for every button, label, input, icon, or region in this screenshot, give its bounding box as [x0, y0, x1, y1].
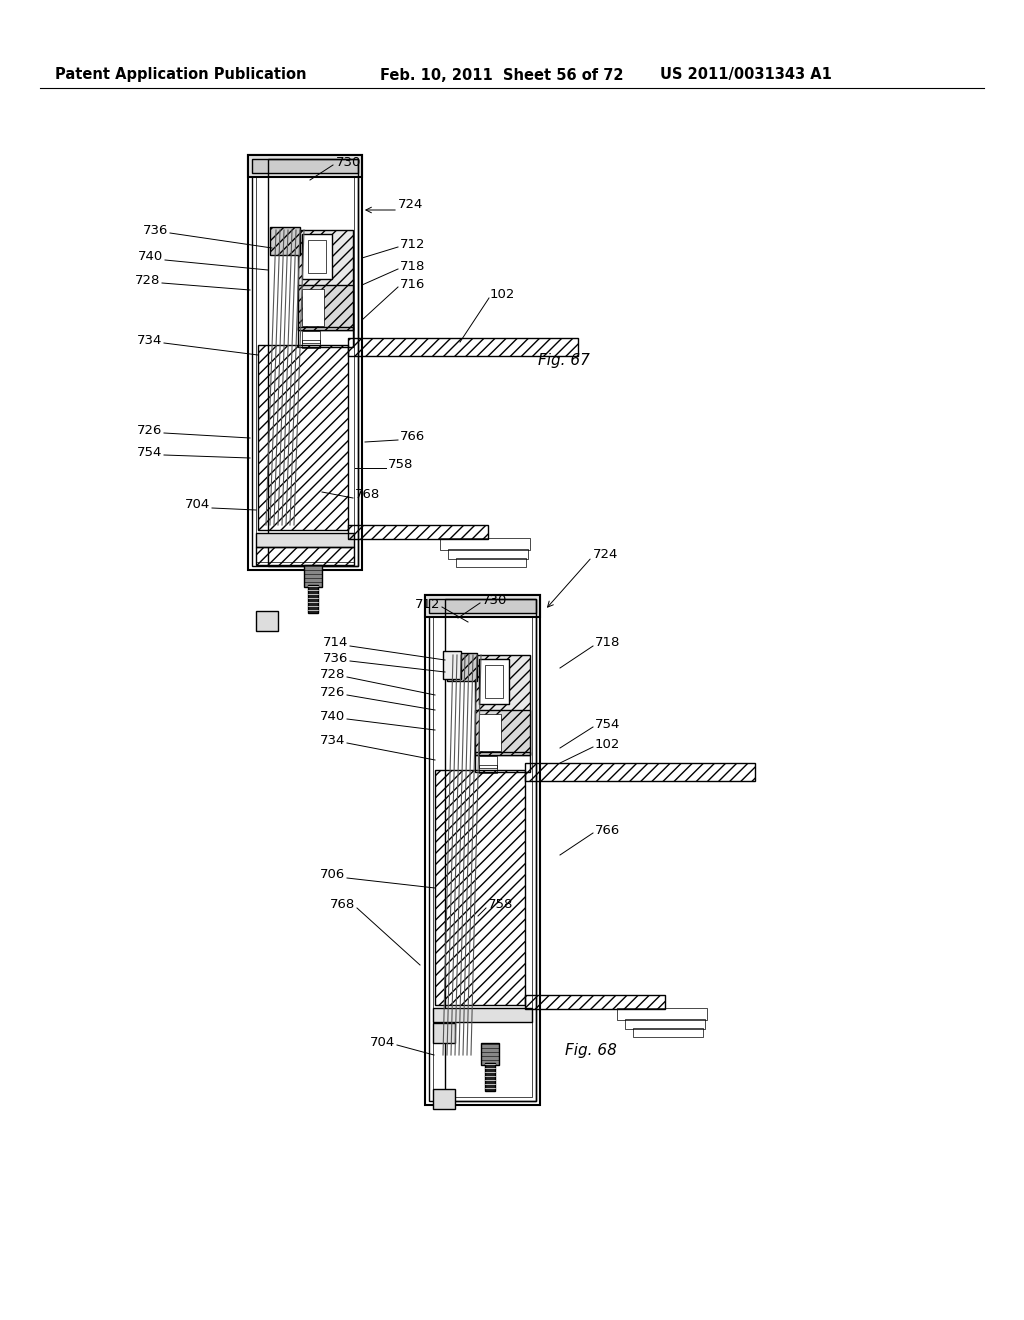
Text: 718: 718 [400, 260, 425, 272]
Bar [456, 558, 526, 568]
Text: 754: 754 [136, 446, 162, 458]
Text: 102: 102 [595, 738, 621, 751]
Bar [256, 546, 354, 565]
Text: 734: 734 [319, 734, 345, 747]
Bar [248, 154, 362, 177]
Text: 714: 714 [323, 636, 348, 649]
Bar [440, 539, 530, 550]
Bar [348, 525, 488, 539]
Text: 766: 766 [595, 824, 621, 837]
Bar [258, 345, 348, 531]
Text: 724: 724 [398, 198, 423, 211]
Bar [256, 162, 354, 562]
Bar [625, 1019, 705, 1030]
Bar [525, 995, 665, 1008]
Bar [525, 763, 755, 781]
Text: Fig. 68: Fig. 68 [565, 1043, 616, 1057]
Bar [308, 585, 318, 612]
Text: 726: 726 [136, 424, 162, 437]
Bar [479, 659, 509, 704]
Text: 712: 712 [400, 238, 426, 251]
Text: 102: 102 [490, 289, 515, 301]
Text: 766: 766 [400, 430, 425, 444]
Bar [302, 331, 319, 343]
Text: 740: 740 [319, 710, 345, 722]
Bar [479, 766, 497, 774]
Text: 704: 704 [370, 1035, 395, 1048]
Bar [252, 158, 358, 173]
Bar [298, 327, 353, 347]
Text: 768: 768 [355, 488, 380, 502]
Text: 758: 758 [388, 458, 414, 471]
Bar [429, 599, 536, 612]
Bar [617, 1008, 707, 1020]
Text: 712: 712 [415, 598, 440, 611]
Bar [433, 1089, 455, 1109]
Bar [304, 565, 322, 587]
Bar [425, 595, 540, 1105]
Bar [449, 549, 528, 558]
Bar [433, 1008, 532, 1022]
Bar [429, 599, 536, 1101]
Bar [302, 341, 319, 348]
Bar [433, 603, 532, 1097]
Text: 730: 730 [482, 594, 507, 607]
Text: 718: 718 [595, 636, 621, 649]
Bar [270, 227, 300, 255]
Bar [475, 655, 530, 755]
Text: Patent Application Publication: Patent Application Publication [55, 67, 306, 82]
Text: 768: 768 [330, 899, 355, 912]
Text: Fig. 67: Fig. 67 [538, 352, 590, 367]
Bar [443, 651, 461, 678]
Bar [447, 653, 477, 681]
Bar [479, 714, 501, 751]
Text: 758: 758 [488, 899, 513, 912]
Bar [268, 158, 358, 566]
Bar [248, 154, 362, 570]
Bar [479, 756, 497, 768]
Text: 754: 754 [595, 718, 621, 730]
Bar [298, 230, 353, 330]
Bar [425, 595, 540, 616]
Bar [475, 752, 530, 772]
Bar [252, 158, 358, 566]
Text: 740: 740 [138, 251, 163, 264]
Text: 728: 728 [319, 668, 345, 681]
Text: 716: 716 [400, 277, 425, 290]
Text: US 2011/0031343 A1: US 2011/0031343 A1 [660, 67, 831, 82]
Text: 734: 734 [136, 334, 162, 346]
Text: 736: 736 [323, 652, 348, 664]
Bar [298, 285, 353, 330]
Bar [302, 234, 332, 279]
Bar [485, 665, 503, 698]
Bar [348, 338, 578, 356]
Bar [308, 240, 326, 273]
Bar [256, 533, 354, 546]
Text: Feb. 10, 2011  Sheet 56 of 72: Feb. 10, 2011 Sheet 56 of 72 [380, 67, 624, 82]
Bar [433, 1023, 455, 1043]
Bar [302, 289, 324, 326]
Bar [435, 770, 525, 1005]
Text: 728: 728 [134, 273, 160, 286]
Text: 736: 736 [142, 223, 168, 236]
Bar [481, 1043, 499, 1065]
Bar [475, 710, 530, 755]
Text: 706: 706 [319, 869, 345, 882]
Bar [633, 1028, 703, 1038]
Text: 730: 730 [336, 156, 361, 169]
Bar [445, 599, 536, 1101]
Text: 724: 724 [593, 548, 618, 561]
Text: 726: 726 [319, 685, 345, 698]
Text: 704: 704 [184, 499, 210, 511]
Bar [485, 1063, 495, 1092]
Bar [256, 611, 278, 631]
